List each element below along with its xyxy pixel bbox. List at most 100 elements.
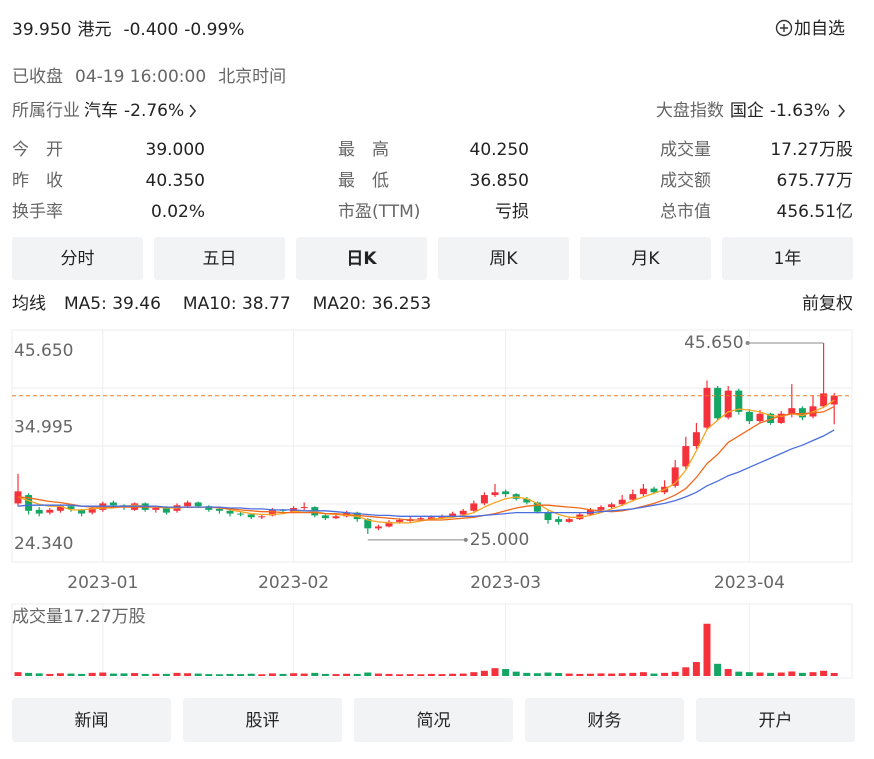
candle-body [788,408,796,414]
candle-body [438,516,446,519]
y-tick-label: 45.650 [14,341,73,361]
tab-label[interactable]: 五日 [203,249,237,269]
volume-bar [480,670,488,676]
candle-body [162,508,170,513]
candle-body [88,508,96,513]
volume-bar [120,673,128,676]
candle-body [671,467,679,486]
index-label: 大盘指数 [656,101,724,121]
candle-body [629,494,637,500]
volume-bar [502,669,510,676]
tab-label[interactable]: 月K [631,249,660,269]
volume-bar [205,674,213,676]
candle-body [78,509,86,514]
stat-label: 昨 收 [12,171,63,191]
high-label: 45.650 [684,333,743,353]
stat-label: 成交量 [660,140,711,160]
candle-body [237,513,245,515]
button-label[interactable]: 开户 [759,711,793,731]
stat-value: 17.27万股 [770,140,853,160]
candle-body [767,413,775,423]
volume-bar [131,673,139,676]
legend-entry: MA5: 39.46 [64,294,161,314]
y-tick-label: 24.340 [14,534,73,554]
button[interactable] [354,698,513,742]
candle-body [374,526,382,529]
button[interactable] [525,698,684,742]
tab[interactable] [12,237,143,280]
watch-button[interactable]: 加自选 [775,19,846,39]
volume-bar [459,673,467,676]
tab-label[interactable]: 日K [346,249,377,269]
volume-bar [173,672,181,676]
button-label[interactable]: 财务 [588,711,622,731]
volume-bar [788,671,796,676]
volume-bar [237,674,245,676]
candle-body [735,390,743,412]
tab[interactable] [154,237,285,280]
legend-entry: MA20: 36.253 [313,294,432,314]
candle-body [650,488,658,493]
industry-label: 所属行业 [12,101,80,121]
volume-bar [650,673,658,676]
candle-body [703,387,711,428]
button[interactable] [696,698,855,742]
volume-bar [576,673,584,676]
volume-bar [88,672,96,676]
candle-body [25,495,33,511]
volume-bar [671,671,679,676]
volume-bar [714,663,722,676]
volume-bar [565,673,573,676]
stat-value: 0.02% [151,202,205,222]
plus-icon [780,24,788,32]
volume-bar [184,673,192,676]
tab-label[interactable]: 1年 [774,249,802,269]
candle-body [502,491,510,495]
watch-label[interactable]: 加自选 [794,19,845,39]
candle-body [597,507,605,510]
tab[interactable] [580,237,711,280]
legend-entry: MA10: 38.77 [183,294,291,314]
x-tick-label: 2023-04 [714,573,785,593]
grid-line [12,387,852,505]
button[interactable] [12,698,171,742]
volume-bar [608,673,616,676]
tab[interactable] [296,237,427,280]
volume-bar [364,672,372,676]
volume-bar [820,670,828,676]
candle-body [321,515,329,519]
candle-body [491,492,499,496]
button-label[interactable]: 新闻 [75,711,109,731]
candle-body [830,395,838,405]
tab[interactable] [722,237,853,280]
candle-body [226,510,234,514]
candle-body [396,520,404,522]
volume-bar [290,673,298,676]
volume-bar [215,674,223,676]
candle-body [544,512,552,521]
timezone: 北京时间 [218,67,286,87]
volume-bar [35,673,43,676]
tab[interactable] [438,237,569,280]
volume-bar [25,672,33,676]
high-marker-dot [745,341,750,345]
adjust-label[interactable]: 前复权 [802,294,853,314]
stat-label: 最 低 [338,171,389,191]
stat-value: 456.51亿 [777,202,853,222]
button-label[interactable]: 股评 [246,711,280,731]
volume-bar [99,672,107,676]
stat-label: 最 高 [338,140,389,160]
tab-label[interactable]: 分时 [61,249,95,269]
volume-bar [798,672,806,676]
button-label[interactable]: 简况 [417,711,451,731]
candle-body [194,502,202,507]
volume-bar [406,674,414,676]
button[interactable] [183,698,342,742]
tab-label[interactable]: 周K [489,249,518,269]
candle-body [427,517,435,520]
stat-value: 39.000 [146,140,205,160]
volume-bar [809,672,817,676]
change: -0.400 [123,20,178,40]
volume-bar [512,671,520,676]
y-tick-label: 34.995 [14,418,73,438]
